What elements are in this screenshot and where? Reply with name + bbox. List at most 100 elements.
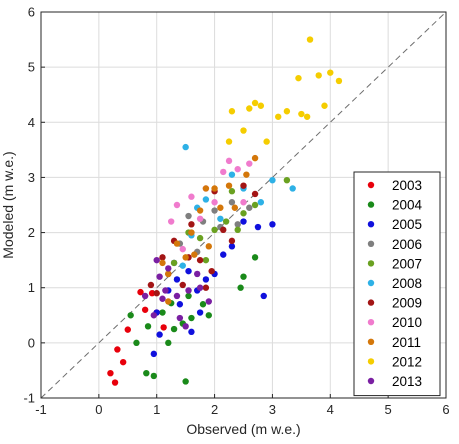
data-point: [283, 176, 291, 184]
data-point: [202, 256, 210, 264]
data-point: [217, 215, 224, 222]
y-tick-labels: -1 0 1 2 3 4 5 6: [23, 5, 45, 406]
data-point: [199, 301, 207, 308]
data-point: [147, 281, 155, 289]
x-tick-label: 5: [385, 402, 392, 417]
data-point: [159, 259, 166, 267]
data-point: [165, 265, 172, 272]
data-point: [202, 185, 210, 192]
data-point: [222, 218, 230, 225]
data-point: [240, 182, 247, 189]
legend-marker: [367, 299, 375, 306]
data-point: [153, 256, 160, 264]
data-point: [111, 379, 119, 386]
x-tick-label: -1: [35, 402, 47, 417]
x-tick-label: 1: [153, 402, 160, 417]
legend-label: 2003: [392, 178, 422, 193]
data-point: [234, 226, 241, 234]
data-point: [144, 323, 152, 330]
data-point: [182, 323, 189, 330]
data-point: [179, 262, 186, 269]
data-point: [246, 105, 253, 112]
data-point: [124, 326, 131, 333]
data-point: [240, 273, 247, 280]
data-point: [185, 292, 192, 300]
data-point: [182, 143, 189, 151]
data-point: [165, 339, 172, 347]
legend-label: 2004: [392, 198, 423, 213]
data-point: [269, 176, 276, 184]
data-point: [194, 270, 201, 278]
data-point: [335, 77, 343, 85]
reference-line-group: [40, 11, 447, 399]
data-point: [160, 324, 167, 331]
data-point: [251, 190, 259, 198]
data-point: [211, 199, 218, 206]
data-point: [295, 74, 302, 82]
legend-marker: [367, 377, 375, 385]
series-2011: [159, 154, 259, 305]
data-point: [141, 306, 149, 313]
data-point: [289, 185, 296, 192]
series-2005: [150, 218, 276, 358]
data-point: [179, 281, 186, 289]
data-point: [173, 240, 181, 247]
data-point: [220, 251, 227, 258]
legend-marker: [367, 201, 375, 208]
data-point: [159, 295, 166, 302]
data-point: [205, 298, 212, 305]
data-point: [257, 199, 265, 206]
data-point: [165, 298, 172, 305]
data-point: [159, 254, 166, 261]
data-point: [185, 267, 192, 275]
data-point: [173, 292, 181, 300]
legend-label: 2013: [392, 374, 422, 389]
data-point: [156, 273, 163, 280]
y-tick-label: 0: [28, 335, 35, 350]
data-point: [246, 204, 253, 211]
data-point: [156, 331, 163, 338]
data-point: [240, 218, 247, 225]
data-point: [107, 369, 114, 377]
data-point: [127, 312, 134, 319]
data-point: [257, 102, 265, 109]
data-point: [228, 199, 236, 206]
data-points: [107, 36, 343, 386]
legend-label: 2011: [392, 335, 421, 350]
data-point: [234, 221, 241, 228]
series-2008: [179, 143, 296, 269]
data-point: [176, 314, 184, 322]
data-point: [211, 226, 218, 234]
data-point: [254, 223, 262, 231]
legend-label: 2009: [392, 296, 422, 311]
data-point: [208, 267, 215, 275]
data-point: [188, 193, 195, 200]
data-point: [237, 284, 244, 291]
data-point: [251, 99, 259, 107]
legend-marker: [367, 319, 375, 326]
data-point: [240, 199, 247, 206]
plot-frame: [40, 11, 447, 399]
data-point: [205, 312, 212, 319]
data-point: [202, 196, 210, 203]
data-point: [228, 188, 236, 195]
data-point: [188, 328, 195, 336]
data-point: [306, 36, 314, 43]
legend-marker: [367, 260, 375, 267]
data-point: [170, 259, 178, 267]
x-tick-labels: -1 0 1 2 3 4 5 6: [35, 394, 450, 417]
data-point: [150, 372, 158, 380]
y-tick-label: 5: [28, 60, 35, 75]
data-point: [303, 113, 311, 120]
data-point: [251, 254, 259, 261]
legend-marker: [367, 279, 375, 287]
data-point: [182, 378, 189, 385]
data-point: [188, 229, 195, 236]
x-axis-label: Observed (m w.e.): [186, 421, 300, 437]
x-tick-label: 2: [211, 402, 218, 417]
data-point: [159, 309, 166, 316]
data-point: [196, 256, 204, 264]
data-point: [228, 237, 236, 245]
y-axis-label: Modeled (m w.e.): [0, 151, 16, 258]
